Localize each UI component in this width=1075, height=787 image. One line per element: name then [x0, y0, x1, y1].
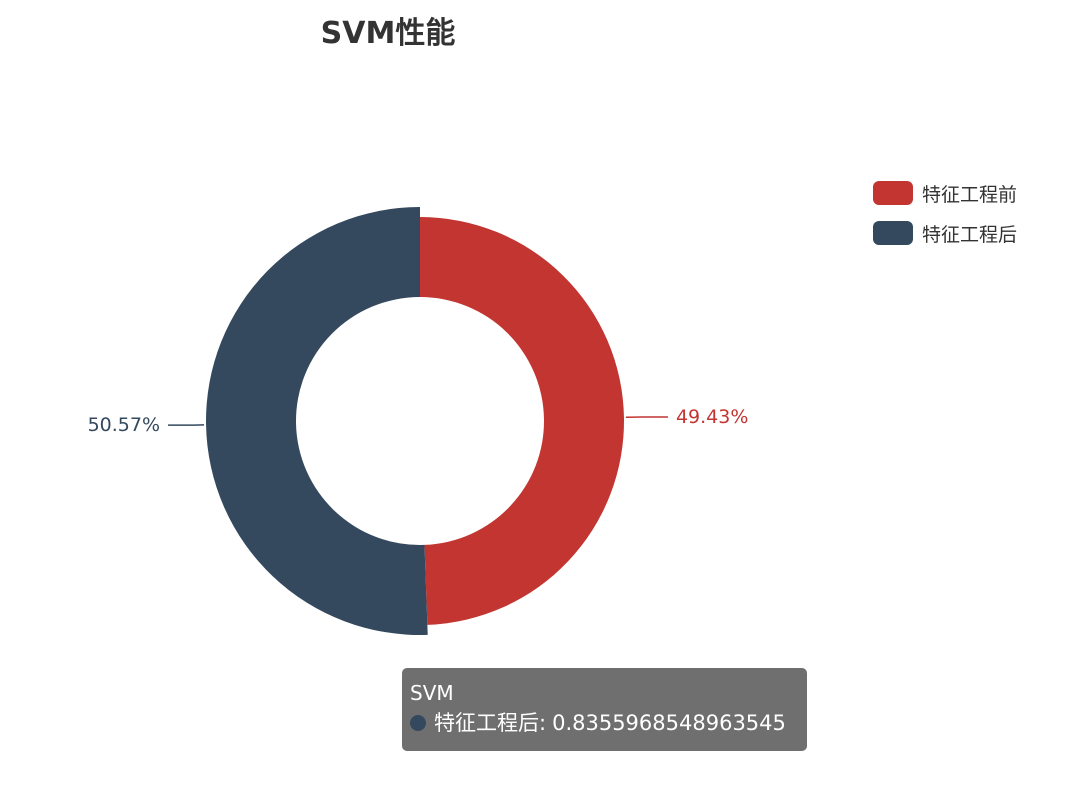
- legend: 特征工程前 特征工程后: [873, 180, 1017, 260]
- percent-label-before: 49.43%: [676, 406, 748, 428]
- tooltip-row: 特征工程后:0.8355968548963545: [410, 708, 799, 738]
- percent-label-after: 50.57%: [88, 414, 160, 436]
- tooltip-series-dot: [410, 715, 426, 731]
- chart-title: SVM性能: [320, 16, 456, 51]
- legend-label-before: 特征工程前: [922, 183, 1018, 206]
- legend-item-after[interactable]: 特征工程后: [873, 220, 1017, 246]
- tooltip-separator: :: [539, 711, 547, 735]
- legend-item-before[interactable]: 特征工程前: [873, 180, 1017, 206]
- legend-swatch-after: [873, 221, 913, 245]
- legend-label-after: 特征工程后: [922, 223, 1018, 246]
- tooltip-value: 0.8355968548963545: [552, 711, 786, 735]
- slice-after[interactable]: [205, 207, 428, 635]
- slice-before[interactable]: [420, 217, 625, 625]
- tooltip: SVM 特征工程后:0.8355968548963545: [402, 668, 807, 751]
- legend-swatch-before: [873, 181, 913, 205]
- tooltip-series-name: 特征工程后: [434, 711, 539, 735]
- tooltip-title: SVM: [410, 681, 454, 705]
